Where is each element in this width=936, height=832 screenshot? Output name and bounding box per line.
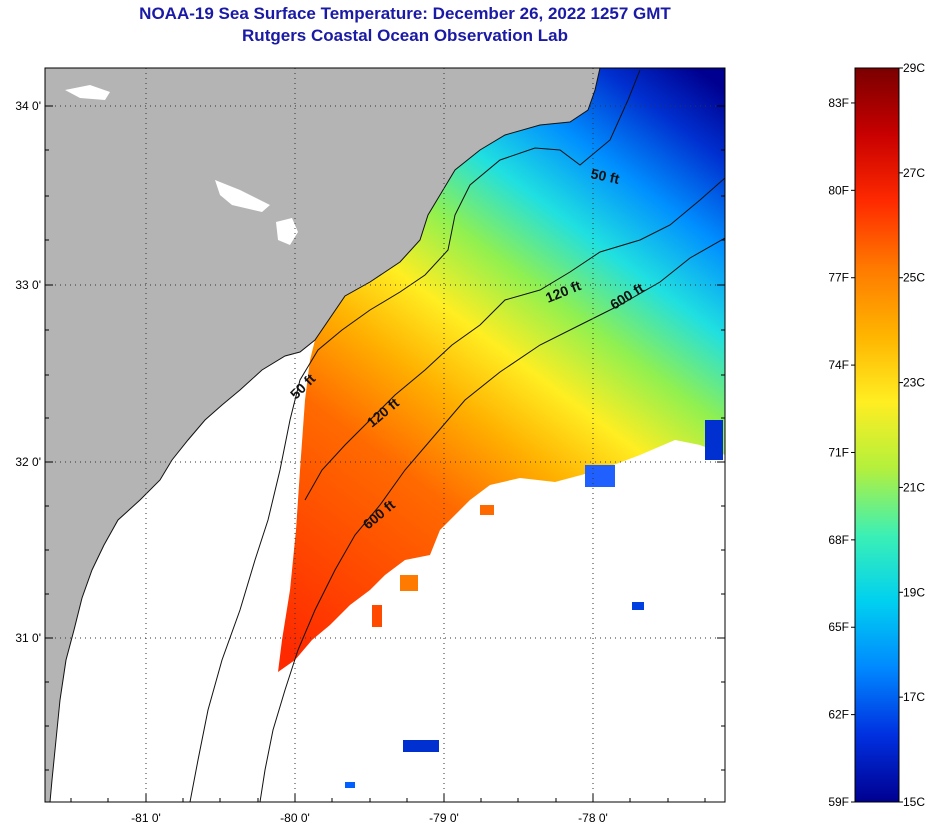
lake (215, 180, 270, 212)
lon-label: -79 0' (429, 811, 459, 825)
celsius-label: 25C (903, 271, 925, 285)
contour-600ft (259, 237, 725, 802)
sst-patch (705, 420, 723, 460)
lat-label: 32 0' (15, 455, 41, 469)
celsius-label: 17C (903, 690, 925, 704)
fahrenheit-label: 62F (828, 708, 849, 722)
lon-label: -81 0' (131, 811, 161, 825)
contour-50ft (189, 69, 641, 802)
map-frame (44, 67, 726, 803)
celsius-label: 15C (903, 795, 925, 809)
lat-label: 31 0' (15, 631, 41, 645)
contour-120ft (304, 177, 725, 501)
contour-label-50ft: 50 ft (589, 165, 621, 187)
fahrenheit-label: 77F (828, 271, 849, 285)
color-scale-labels: 29C 27C 25C 23C 21C 19C 17C 15C 83F 80F 77F 74F 71F 6… (828, 61, 925, 809)
celsius-label: 21C (903, 480, 925, 494)
sst-patch (585, 465, 615, 487)
fahrenheit-label: 74F (828, 358, 849, 372)
land-mass (45, 68, 600, 802)
fahrenheit-label: 83F (828, 96, 849, 110)
sst-map: 34 0' 33 0' 32 0' 31 0' -81 0' -80 0' -7… (15, 67, 726, 825)
fahrenheit-label: 65F (828, 620, 849, 634)
fahrenheit-label: 59F (828, 795, 849, 809)
lon-label: -80 0' (280, 811, 310, 825)
celsius-label: 29C (903, 61, 925, 75)
graticule (45, 68, 725, 802)
fahrenheit-label: 80F (828, 183, 849, 197)
sst-patch (345, 782, 355, 788)
lat-label: 33 0' (15, 278, 41, 292)
sst-patch (403, 740, 439, 752)
sst-patch (480, 505, 494, 515)
map-subtitle: Rutgers Coastal Ocean Observation Lab (242, 26, 568, 45)
celsius-label: 27C (903, 166, 925, 180)
fahrenheit-label: 71F (828, 445, 849, 459)
celsius-label: 23C (903, 376, 925, 390)
lake (65, 85, 110, 100)
map-title: NOAA-19 Sea Surface Temperature: Decembe… (139, 4, 671, 23)
celsius-label: 19C (903, 585, 925, 599)
fahrenheit-label: 68F (828, 533, 849, 547)
sst-patch (372, 605, 382, 627)
lon-label: -78 0' (578, 811, 608, 825)
sst-data-region (278, 68, 725, 672)
color-scale: 29C 27C 25C 23C 21C 19C 17C 15C 83F 80F 77F 74F 71F 6… (828, 61, 925, 809)
coastline (49, 68, 601, 802)
color-scale-bar (854, 67, 900, 803)
lat-label: 34 0' (15, 99, 41, 113)
axis-ticks (45, 105, 725, 802)
lake (276, 218, 298, 245)
sst-patch (632, 602, 644, 610)
sst-patch (400, 575, 418, 591)
